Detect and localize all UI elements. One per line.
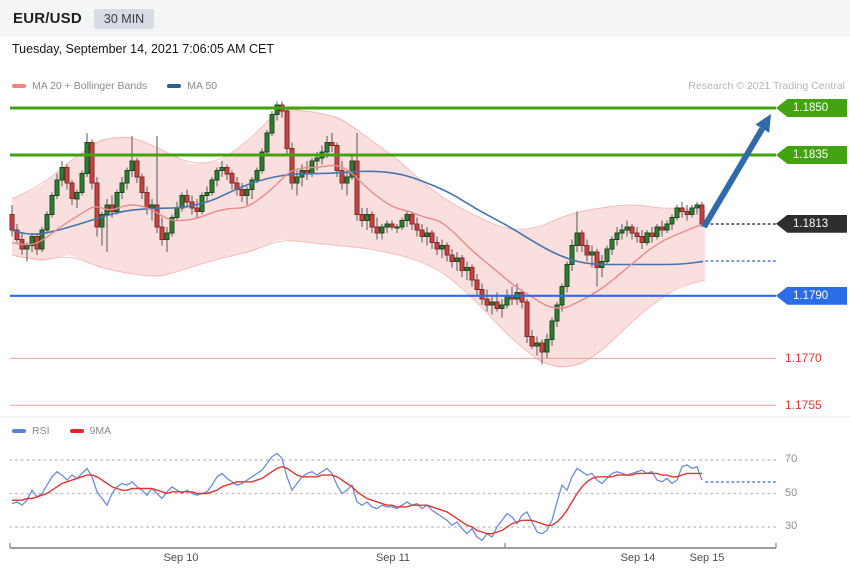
legend-item-ma20-bollinger: MA 20 + Bollinger Bands — [12, 80, 147, 92]
rsi-legend: RSI 9MA — [12, 425, 111, 437]
rsi-gridline-label: 30 — [785, 520, 798, 532]
rsi-gridline-label: 50 — [785, 486, 798, 499]
rsi-swatch-icon — [12, 429, 26, 433]
rsi-9ma-label: 9MA — [89, 425, 112, 437]
price-level-badge: 1.1850 — [776, 99, 847, 117]
price-level-badge: 1.1813 — [776, 214, 847, 233]
ma50-label: MA 50 — [187, 80, 218, 92]
price-level-label: 1.1755 — [785, 398, 822, 413]
legend-item-rsi: RSI — [12, 425, 50, 437]
rsi-label: RSI — [32, 425, 50, 437]
price-level-badge: 1.1835 — [776, 145, 847, 164]
ma20-bollinger-swatch-icon — [12, 84, 26, 88]
price-level-label: 1.1770 — [785, 351, 822, 366]
legend-item-ma50: MA 50 — [167, 80, 217, 92]
main-chart-legend: MA 20 + Bollinger Bands MA 50 — [12, 80, 217, 92]
rsi-gridline-label: 70 — [785, 453, 798, 465]
instrument-symbol: EUR/USD — [13, 10, 82, 27]
price-level-badge: 1.1790 — [776, 286, 847, 305]
rsi-9ma-swatch-icon — [69, 429, 84, 433]
x-axis-label: Sep 15 — [689, 552, 725, 564]
x-axis-label: Sep 14 — [620, 552, 656, 564]
x-axis-label: Sep 11 — [375, 552, 411, 564]
x-axis-label: Sep 10 — [163, 552, 199, 564]
ma20-bollinger-label: MA 20 + Bollinger Bands — [32, 80, 148, 92]
chart-datetime: Tuesday, September 14, 2021 7:06:05 AM C… — [12, 42, 274, 56]
legend-item-9ma: 9MA — [69, 425, 112, 437]
timeframe-badge[interactable]: 30 MIN — [93, 8, 155, 29]
ma50-swatch-icon — [167, 84, 182, 88]
copyright-credit: Research © 2021 Trading Central — [688, 80, 845, 92]
chart-header: EUR/USD 30 MIN — [0, 0, 850, 37]
